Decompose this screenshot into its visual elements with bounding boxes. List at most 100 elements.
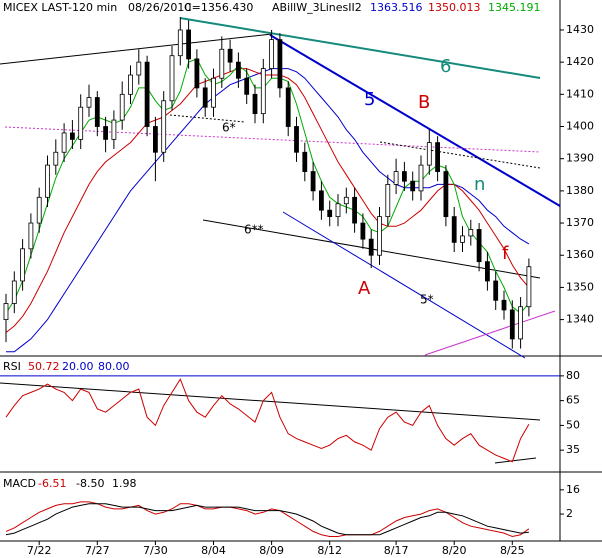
candle-body (36, 196, 42, 224)
x-tick-label: 8/12 (317, 544, 342, 557)
x-tick-label: 8/20 (442, 544, 467, 557)
histogram-label: 1.98 (112, 477, 137, 490)
annotation: f (502, 243, 509, 264)
candle-body (94, 97, 100, 127)
candle-body (177, 29, 183, 57)
x-tick-label: 7/30 (143, 544, 168, 557)
trendline (169, 114, 246, 123)
legend-entry: 1363.516 (370, 1, 423, 14)
annotation: 5 (364, 89, 375, 110)
trendline (494, 457, 537, 464)
candle-body (45, 164, 50, 198)
legend-entry: 1345.191 (488, 1, 541, 14)
candle-body (377, 216, 382, 256)
candle-body (194, 58, 200, 89)
y-tick-label: 1370 (566, 216, 594, 229)
series-line (5, 68, 530, 333)
y-tick-label: 1410 (566, 87, 594, 100)
trendline (0, 382, 541, 421)
y-tick-label: 65 (566, 394, 580, 407)
candle-body (476, 229, 482, 263)
chart-title: MICEX LAST-120 min (3, 1, 117, 14)
y-tick-label: 1350 (566, 280, 594, 293)
candle-body (443, 171, 449, 218)
candle-body (451, 216, 457, 243)
candle-body (152, 126, 158, 153)
trendline (282, 211, 526, 359)
series-line (5, 378, 530, 463)
indicator-name: ABillW_3LinesII2 (272, 1, 362, 14)
level-label: 20.00 (62, 360, 94, 373)
candle-body (310, 171, 316, 192)
date: 08/26/2010 (128, 1, 191, 14)
legend-entry: 1350.013 (428, 1, 481, 14)
annotation: n (474, 174, 485, 195)
candle-body (418, 164, 424, 192)
annotation: A (358, 278, 371, 299)
x-tick-label: 7/22 (27, 544, 52, 557)
trendline (424, 310, 556, 356)
candle-body (260, 68, 266, 115)
x-tick-label: 7/27 (85, 544, 110, 557)
trendline (0, 33, 273, 65)
y-tick-label: 1420 (566, 55, 594, 68)
candle-body (269, 39, 275, 69)
candle-body (103, 126, 108, 140)
annotation: 5* (420, 293, 434, 307)
series-line (5, 58, 530, 314)
candle-body (460, 235, 465, 243)
candle-body (111, 119, 117, 140)
candle-body (235, 61, 241, 79)
candle-body (11, 280, 17, 304)
x-tick-label: 8/09 (259, 544, 284, 557)
candle-body (360, 222, 366, 240)
trendline (269, 34, 561, 207)
candle-body (484, 261, 490, 282)
candle-body (352, 196, 358, 224)
candle-body (252, 93, 258, 115)
legend-entry: -6.51 (38, 477, 66, 490)
candle-body (318, 190, 324, 211)
annotation: 6** (244, 223, 264, 237)
candle-body (277, 39, 283, 89)
candle-body (335, 203, 341, 218)
candle-body (493, 280, 499, 301)
candle-body (526, 266, 532, 308)
candle-body (468, 229, 474, 237)
candle-body (128, 74, 133, 95)
y-tick-label: 1390 (566, 152, 594, 165)
candle-body (136, 61, 142, 76)
series-line (5, 503, 529, 536)
y-tick-label: 1360 (566, 248, 594, 261)
candle-body (393, 171, 399, 185)
candle-body (410, 180, 416, 192)
candle-body (385, 184, 391, 218)
candle-body (28, 222, 34, 250)
series-line (6, 68, 530, 353)
level-label: 80.00 (98, 360, 130, 373)
legend-entry: 50.72 (28, 360, 60, 373)
annotation: 6* (222, 121, 236, 135)
trendline (379, 141, 541, 169)
candle-body (202, 87, 208, 108)
candle-body (501, 299, 507, 311)
candle-body (161, 100, 167, 153)
last-price: C=1356.430 (184, 1, 253, 14)
candle-body (294, 126, 299, 153)
candle-body (3, 303, 9, 321)
candle-body (53, 151, 59, 166)
candle-body (70, 132, 75, 140)
y-tick-label: 1340 (566, 313, 594, 326)
candle-body (86, 97, 92, 108)
candle-body (426, 142, 432, 166)
y-tick-label: 50 (566, 418, 580, 431)
annotation: B (418, 92, 430, 113)
candle-body (518, 306, 523, 340)
candle-body (119, 93, 125, 121)
candle-body (211, 77, 216, 108)
x-tick-label: 8/17 (384, 544, 409, 557)
candle-body (20, 248, 26, 282)
